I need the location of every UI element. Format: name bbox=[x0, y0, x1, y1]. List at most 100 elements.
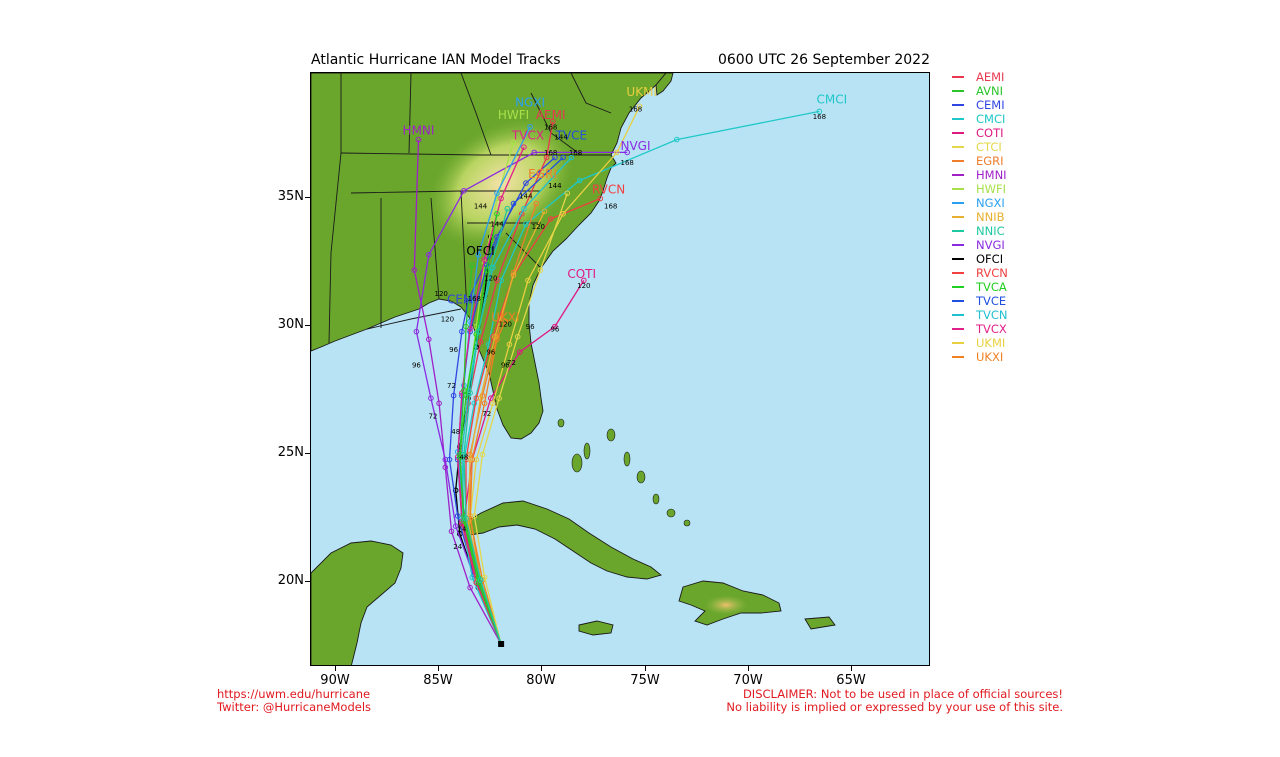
track-label-aemi: AEMI bbox=[536, 108, 566, 122]
track-point bbox=[415, 136, 422, 143]
track-label-hmni: HMNI bbox=[403, 123, 435, 137]
map-title: Atlantic Hurricane IAN Model Tracks bbox=[311, 52, 561, 68]
legend-label: UKXI bbox=[976, 350, 1004, 364]
hour-label: 120 bbox=[499, 321, 512, 329]
track-aemi bbox=[459, 121, 554, 645]
site-url[interactable]: https://uwm.edu/hurricane bbox=[217, 687, 371, 701]
legend-swatch bbox=[952, 216, 964, 218]
track-point bbox=[504, 205, 511, 212]
legend-label: OFCI bbox=[976, 252, 1004, 266]
hour-label: 168 bbox=[813, 113, 826, 121]
legend-label: CTCI bbox=[976, 140, 1002, 154]
track-point bbox=[525, 277, 531, 284]
hour-label: 144 bbox=[490, 221, 504, 229]
land-ne bbox=[655, 73, 674, 96]
legend-item-rvcn: RVCN bbox=[952, 266, 1008, 280]
track-point bbox=[426, 252, 432, 258]
legend-label: HMNI bbox=[976, 168, 1007, 182]
track-label-ukxi: UKXI bbox=[491, 310, 519, 324]
legend-label: TVCX bbox=[976, 322, 1007, 336]
x-tick bbox=[438, 666, 439, 671]
track-point bbox=[428, 395, 434, 402]
track-point bbox=[496, 395, 502, 402]
forecast-hour-labels: 1681681681681681681681441441441441441201… bbox=[412, 105, 826, 551]
legend-item-coti: COTI bbox=[952, 126, 1008, 140]
track-point bbox=[481, 400, 488, 407]
legend-item-tvca: TVCA bbox=[952, 280, 1008, 294]
legend-label: TVCN bbox=[976, 308, 1008, 322]
track-point bbox=[523, 221, 529, 227]
track-label-tvcx: TVCX bbox=[511, 129, 544, 143]
legend-item-cmci: CMCI bbox=[952, 112, 1008, 126]
hour-label: 24 bbox=[457, 525, 466, 533]
track-point bbox=[498, 195, 504, 202]
x-tick bbox=[335, 666, 336, 671]
legend-label: COTI bbox=[976, 126, 1004, 140]
legend-swatch bbox=[952, 230, 964, 232]
model-tracks bbox=[411, 103, 823, 645]
y-tick bbox=[305, 325, 310, 326]
legend-swatch bbox=[952, 244, 964, 246]
legend-label: RVCN bbox=[976, 266, 1008, 280]
track-point bbox=[475, 328, 482, 335]
y-tick bbox=[305, 453, 310, 454]
track-point bbox=[442, 464, 449, 471]
legend-item-avni: AVNI bbox=[952, 84, 1008, 98]
x-tick-label: 70W bbox=[733, 673, 763, 688]
track-point bbox=[467, 390, 473, 396]
legend-label: CMCI bbox=[976, 112, 1006, 126]
y-tick-label: 35N bbox=[277, 189, 304, 204]
y-tick bbox=[305, 197, 310, 198]
x-tick bbox=[748, 666, 749, 671]
x-tick bbox=[541, 666, 542, 671]
track-point bbox=[523, 180, 529, 186]
land-cuba bbox=[460, 500, 662, 580]
track-point bbox=[481, 574, 488, 581]
track-point bbox=[527, 124, 533, 130]
track-point bbox=[454, 513, 461, 519]
legend-label: CEMI bbox=[976, 98, 1005, 112]
hour-label: 168 bbox=[468, 295, 481, 303]
track-point bbox=[446, 456, 453, 463]
track-point bbox=[463, 515, 469, 522]
hour-label: 168 bbox=[569, 149, 582, 157]
track-point bbox=[479, 451, 486, 458]
track-hmni bbox=[413, 139, 502, 645]
legend-swatch bbox=[952, 146, 964, 148]
track-point bbox=[452, 523, 459, 530]
track-point bbox=[459, 328, 465, 335]
disclaimer-line-2: No liability is implied or expressed by … bbox=[726, 700, 1063, 714]
legend-swatch bbox=[952, 314, 964, 316]
track-point bbox=[510, 272, 517, 279]
track-point bbox=[614, 149, 620, 156]
legend-item-tvcn: TVCN bbox=[952, 308, 1008, 322]
track-point bbox=[494, 190, 500, 197]
track-point bbox=[475, 252, 482, 258]
track-point bbox=[541, 208, 548, 215]
x-tick bbox=[645, 666, 646, 671]
track-point bbox=[560, 154, 566, 161]
legend-label: HWFI bbox=[976, 182, 1007, 196]
hour-label: 120 bbox=[577, 282, 590, 290]
hour-label: 96 bbox=[501, 361, 510, 369]
disclaimer-line-1: DISCLAIMER: Not to be used in place of o… bbox=[742, 687, 1063, 701]
track-point bbox=[461, 451, 467, 458]
twitter-handle[interactable]: Twitter: @HurricaneModels bbox=[217, 700, 372, 714]
hour-label: 168 bbox=[544, 123, 557, 131]
track-label-rvcn: RVCN bbox=[592, 182, 625, 196]
timestamp: 0600 UTC 26 September 2022 bbox=[717, 52, 930, 68]
track-point bbox=[636, 103, 643, 110]
legend-swatch bbox=[952, 188, 964, 190]
track-point bbox=[521, 144, 527, 150]
legend-label: NVGI bbox=[976, 238, 1005, 252]
hour-label: 72 bbox=[428, 413, 437, 421]
track-point bbox=[413, 328, 420, 335]
track-ctci bbox=[473, 193, 568, 645]
legend-swatch bbox=[952, 90, 964, 92]
legend-swatch bbox=[952, 286, 964, 288]
legend-label: TVCA bbox=[976, 280, 1007, 294]
hour-label: 48 bbox=[451, 428, 460, 436]
track-label-egri: EGRI bbox=[528, 167, 557, 181]
hour-label: 96 bbox=[526, 323, 535, 331]
hour-label: 24 bbox=[453, 543, 462, 551]
